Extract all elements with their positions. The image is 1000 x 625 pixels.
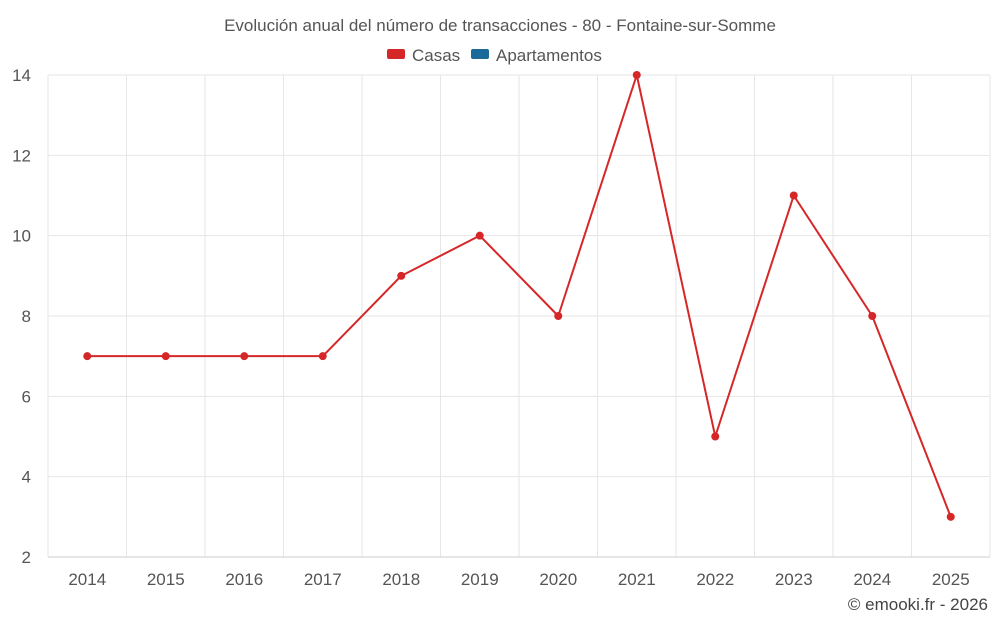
x-tick-label: 2024 (853, 570, 891, 589)
y-tick-label: 14 (12, 66, 31, 85)
data-point-casas[interactable] (397, 271, 406, 280)
x-tick-label: 2014 (68, 570, 106, 589)
y-tick-label: 4 (22, 468, 31, 487)
data-point-casas[interactable] (554, 312, 563, 320)
series-group (83, 71, 955, 521)
series-line-casas (87, 74, 952, 518)
x-axis-tick-labels: 2014 2015 2016 2017 2018 2019 2020 2021 2022 2023… (68, 570, 969, 589)
x-tick-label: 2021 (618, 570, 656, 589)
x-tick-label: 2025 (932, 570, 970, 589)
data-point-casas[interactable] (789, 191, 798, 200)
grid-lines (47, 74, 991, 557)
data-point-casas[interactable] (475, 231, 484, 240)
x-tick-label: 2016 (225, 570, 263, 589)
legend-label-casas: Casas (412, 46, 460, 65)
legend-swatch-casas (387, 49, 405, 59)
legend-label-apartamentos: Apartamentos (496, 46, 602, 65)
x-tick-label: 2017 (304, 570, 342, 589)
x-tick-label: 2020 (539, 570, 577, 589)
data-point-casas[interactable] (83, 352, 92, 361)
y-tick-label: 2 (22, 548, 31, 567)
chart-title: Evolución anual del número de transaccio… (224, 16, 776, 35)
y-tick-label: 10 (12, 227, 31, 246)
y-axis-tick-labels: 2 4 6 8 10 12 14 (12, 66, 31, 567)
data-point-casas[interactable] (632, 71, 641, 79)
x-tick-label: 2018 (382, 570, 420, 589)
x-tick-label: 2015 (147, 570, 185, 589)
legend-item-apartamentos[interactable]: Apartamentos (471, 46, 602, 65)
x-tick-label: 2022 (696, 570, 734, 589)
x-tick-label: 2019 (461, 570, 499, 589)
y-tick-label: 12 (12, 146, 31, 165)
chart-legend: Casas Apartamentos (387, 46, 602, 65)
data-point-casas[interactable] (161, 352, 170, 361)
data-point-casas[interactable] (946, 512, 955, 521)
y-tick-label: 8 (22, 307, 31, 326)
data-point-casas[interactable] (318, 352, 327, 361)
credit-text: © emooki.fr - 2026 (848, 595, 988, 614)
y-tick-label: 6 (22, 387, 31, 406)
legend-swatch-apartamentos (471, 49, 489, 59)
x-tick-label: 2023 (775, 570, 813, 589)
data-point-casas[interactable] (711, 432, 720, 441)
legend-item-casas[interactable]: Casas (387, 46, 460, 65)
data-point-casas[interactable] (868, 312, 877, 320)
data-point-casas[interactable] (240, 352, 249, 361)
